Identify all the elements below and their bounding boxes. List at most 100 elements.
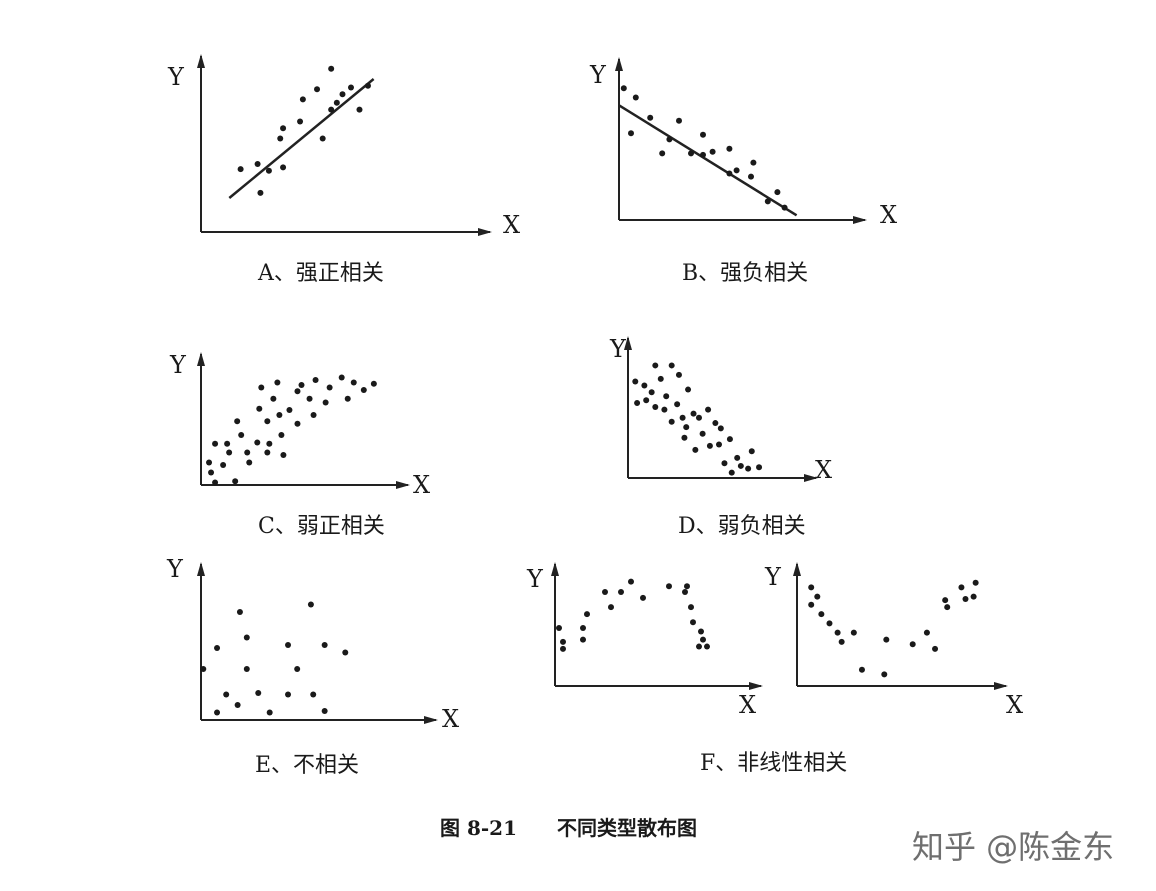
- panel-c-point-19: [274, 379, 281, 386]
- panel-f2-point-0: [808, 584, 815, 591]
- panel-a-point-14: [339, 91, 346, 98]
- panel-b-point-16: [748, 173, 754, 180]
- panel-c-point-6: [226, 449, 233, 456]
- panel-b-point-11: [726, 170, 733, 177]
- panel-d-point-6: [652, 403, 659, 410]
- panel-e-point-10: [285, 642, 292, 648]
- panel-b-point-14: [750, 159, 757, 166]
- panel-c-point-24: [294, 388, 301, 395]
- panel-d-point-24: [712, 420, 719, 427]
- panel-f2-point-10: [881, 671, 888, 678]
- panel-f1-point-1: [560, 638, 566, 645]
- panel-f2-point-7: [850, 629, 857, 636]
- panel-b-point-0: [620, 85, 627, 92]
- panel-d: Y X D、弱负相关: [609, 335, 832, 539]
- panel-d-y-arrow: [624, 336, 632, 350]
- panel-c-point-17: [264, 449, 271, 456]
- panel-b-point-6: [676, 117, 682, 124]
- panel-c-point-22: [278, 432, 285, 438]
- panel-d-point-19: [692, 446, 699, 453]
- panel-a-y-arrow: [197, 54, 205, 68]
- panel-c-point-5: [220, 462, 227, 468]
- panel-a-point-9: [319, 135, 326, 142]
- panel-b-y-label: Y: [589, 61, 607, 89]
- panel-c-point-29: [312, 377, 319, 383]
- panel-f1-point-10: [640, 594, 646, 601]
- panel-d-point-34: [756, 464, 763, 471]
- panel-c-point-27: [306, 395, 313, 402]
- panel-d-point-26: [717, 425, 724, 432]
- panel-c-point-18: [270, 395, 277, 402]
- panel-d-point-25: [716, 441, 722, 448]
- panel-a-point-2: [257, 189, 264, 196]
- panel-f2-point-6: [838, 638, 845, 645]
- panel-f2-point-3: [818, 611, 825, 618]
- panel-e-point-12: [294, 666, 301, 672]
- panel-f2: Y X: [764, 562, 1023, 719]
- panel-e-point-6: [243, 634, 250, 641]
- panel-a-point-16: [347, 84, 354, 91]
- panel-c-y-label: Y: [169, 351, 187, 379]
- panel-d-point-3: [643, 397, 650, 404]
- panel-d-point-1: [634, 399, 641, 406]
- panel-c-point-28: [310, 412, 317, 418]
- panel-d-y-label: Y: [609, 335, 627, 363]
- panel-f1-point-15: [690, 619, 696, 626]
- panel-f2-point-4: [826, 620, 833, 627]
- panel-e-point-0: [200, 666, 207, 672]
- panel-c-y-arrow: [197, 352, 205, 366]
- panel-f2-point-15: [944, 604, 951, 611]
- panel-d-point-2: [641, 382, 648, 389]
- panel-f2-point-17: [962, 596, 969, 602]
- panel-f2-point-14: [942, 597, 949, 604]
- panel-b-point-4: [647, 114, 654, 121]
- panel-f1-y-arrow: [551, 562, 559, 576]
- panel-e-y-label: Y: [166, 555, 184, 583]
- panel-a-x-arrow: [478, 228, 492, 236]
- panel-d-point-14: [679, 414, 686, 421]
- panel-b-caption: B、强负相关: [682, 261, 808, 286]
- panel-f1-point-19: [704, 643, 710, 650]
- panel-d-point-23: [706, 442, 713, 449]
- panel-b-point-10: [709, 148, 716, 155]
- panel-e-point-8: [255, 690, 262, 696]
- panel-a-point-15: [356, 106, 363, 113]
- panel-f2-point-9: [883, 636, 890, 643]
- panel-f2-x-arrow: [994, 682, 1008, 690]
- figure-caption: 图 8-21 不同类型散布图: [440, 816, 697, 840]
- panel-e-x-label: X: [442, 705, 459, 733]
- panel-c-point-23: [286, 407, 293, 413]
- panel-c-point-15: [264, 418, 271, 425]
- panel-c-point-4: [224, 440, 231, 447]
- panel-e-point-7: [243, 666, 250, 672]
- panel-e: Y X E、不相关: [166, 555, 459, 778]
- panel-a-point-0: [237, 166, 244, 173]
- panel-c-x-arrow: [396, 481, 410, 489]
- panel-e-point-14: [310, 691, 317, 698]
- panel-f1-point-2: [560, 645, 566, 652]
- panel-b-point-18: [781, 204, 788, 211]
- panel-d-point-13: [675, 371, 682, 378]
- panel-c-point-26: [298, 382, 305, 388]
- panel-c-point-33: [344, 395, 351, 402]
- panel-b: Y X B、强负相关: [589, 57, 897, 286]
- panel-e-caption: E、不相关: [255, 753, 359, 778]
- panel-d-point-9: [663, 393, 670, 400]
- panel-c-x-label: X: [413, 471, 430, 499]
- panel-c-point-36: [370, 380, 377, 387]
- panel-d-point-33: [748, 448, 755, 455]
- panel-a-trend-line: [228, 78, 375, 199]
- panel-c-point-21: [280, 452, 287, 458]
- panel-d-point-5: [652, 362, 659, 369]
- panel-a-point-8: [299, 96, 306, 103]
- panel-b-point-12: [726, 145, 733, 152]
- panel-b-point-9: [700, 131, 706, 138]
- panel-c-point-20: [276, 412, 283, 418]
- panel-f2-point-13: [932, 645, 939, 652]
- panel-c-point-32: [338, 374, 345, 381]
- panel-d-point-22: [705, 406, 712, 413]
- panel-d-point-11: [668, 418, 675, 425]
- panel-c-point-31: [326, 384, 333, 391]
- panel-c-caption: C、弱正相关: [258, 514, 385, 539]
- panel-d-point-0: [632, 378, 639, 385]
